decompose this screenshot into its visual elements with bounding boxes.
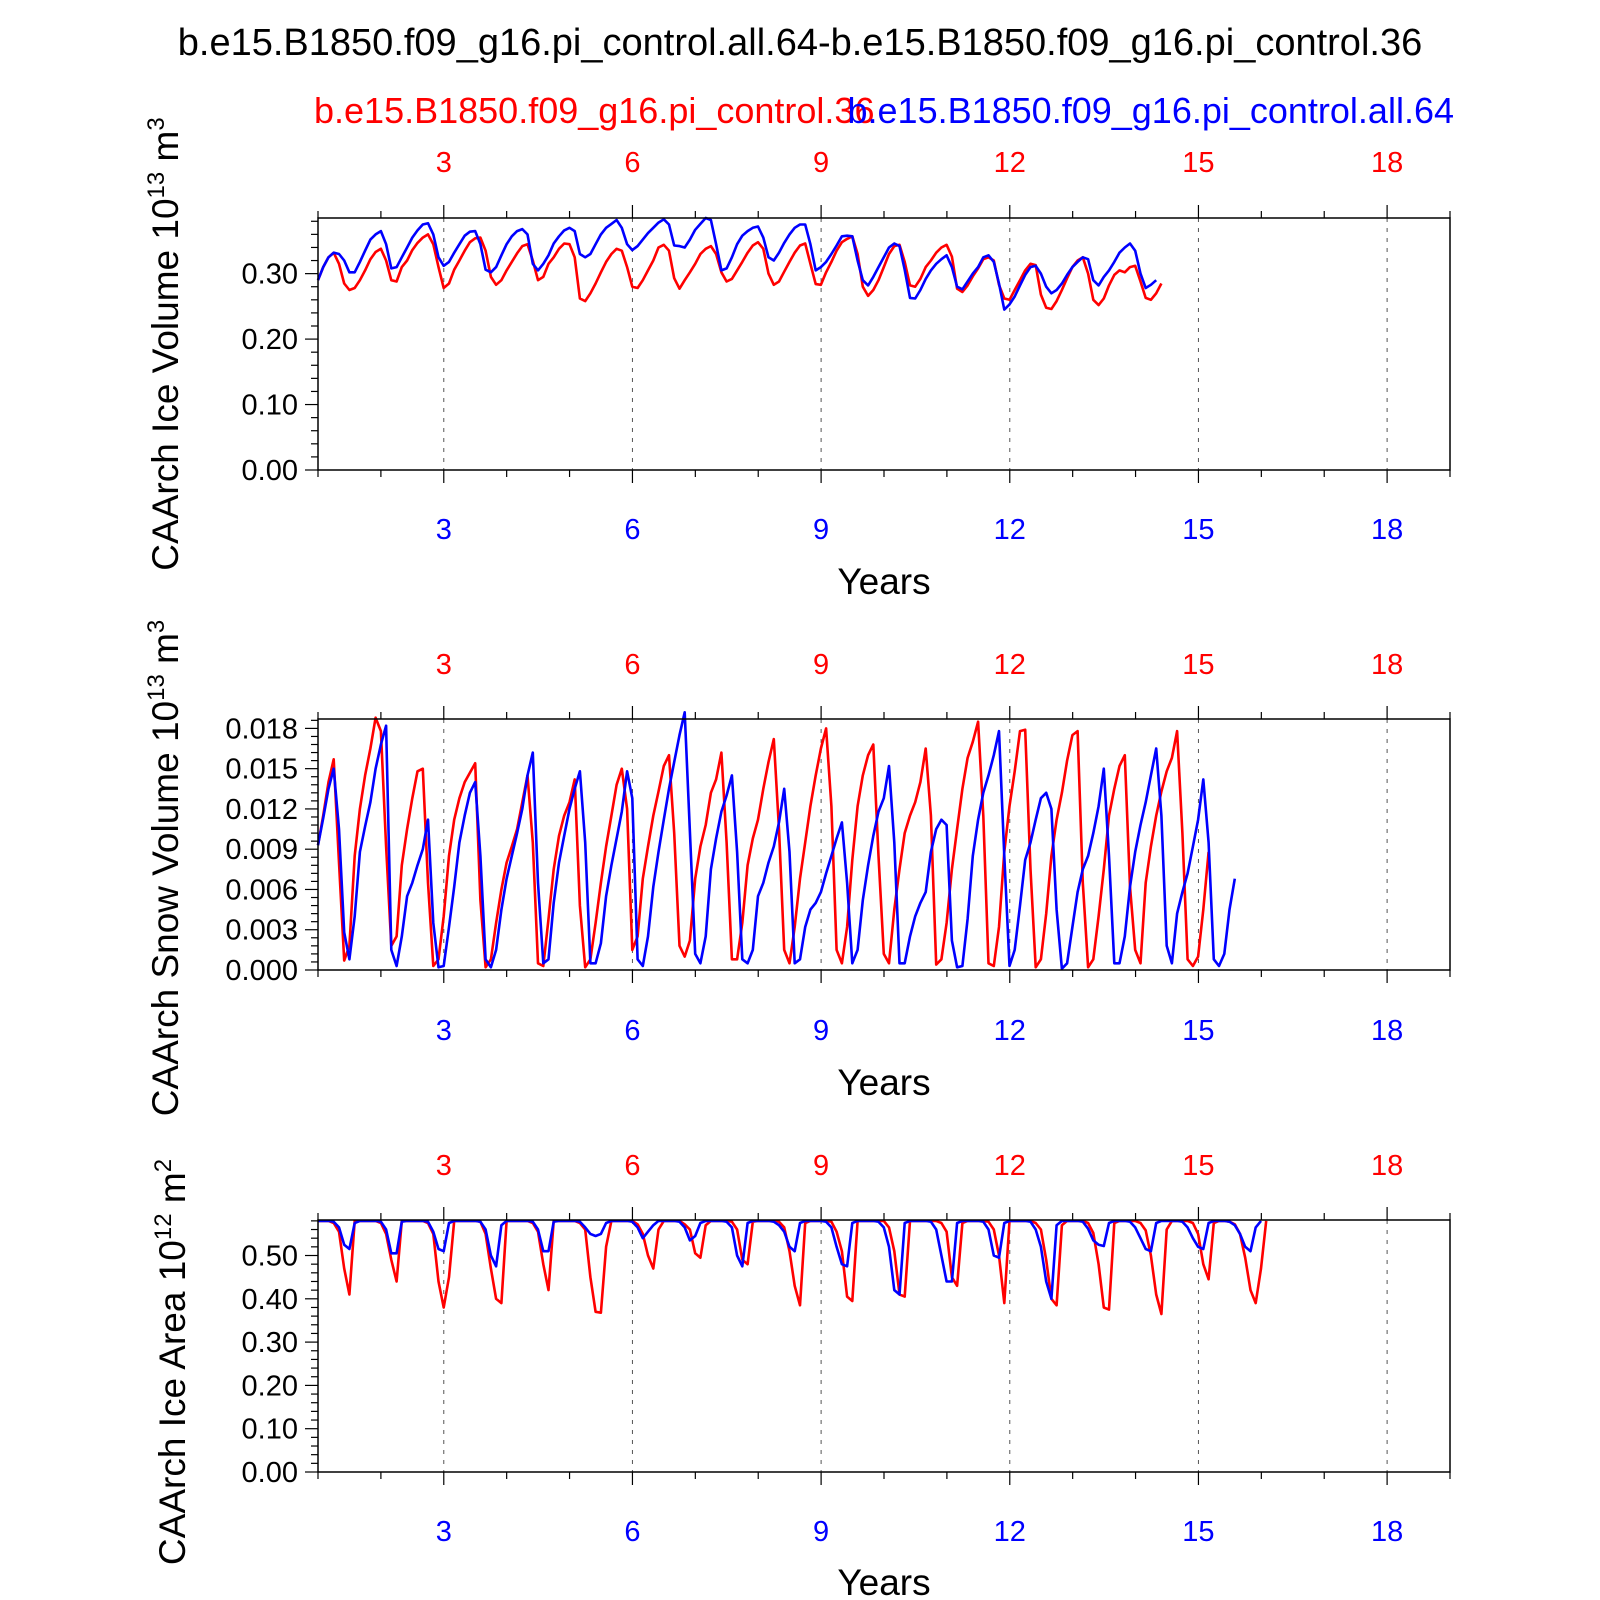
y-tick-label: 0.30	[242, 1327, 298, 1359]
plot-frame	[317, 1219, 1451, 1473]
x-axis-label: Years	[837, 1562, 930, 1600]
x-axis-label: Years	[837, 1062, 930, 1103]
x-tick-label-bottom: 3	[436, 1015, 452, 1047]
series-line-blue	[316, 710, 1237, 971]
y-axis-label: CAArch Ice Volume 1013 m3	[143, 117, 186, 570]
x-tick-label-bottom: 6	[624, 1516, 640, 1548]
panel-ice-area: 3 3 6 6 9 9 12 12 15 15 18 18 0.00 0.10 0.20 0.30 0.40 0.…	[150, 1150, 1451, 1600]
y-tick-label: 0.015	[225, 754, 298, 786]
x-tick-label-top: 15	[1182, 147, 1214, 179]
x-tick-label-top: 12	[994, 649, 1026, 681]
x-tick-label-bottom: 18	[1371, 1516, 1403, 1548]
y-tick-label: 0.003	[225, 915, 298, 947]
series-line-blue	[316, 216, 1158, 311]
y-axis-label: CAArch Snow Volume 1013 m3	[143, 620, 186, 1117]
x-tick-label-top: 3	[436, 1150, 452, 1182]
x-tick-label-top: 6	[624, 1150, 640, 1182]
y-tick-label: 0.40	[242, 1284, 298, 1316]
x-tick-label-top: 15	[1182, 1150, 1214, 1182]
x-tick-label-bottom: 18	[1371, 1015, 1403, 1047]
y-tick-label: 0.012	[225, 794, 298, 826]
y-axis-label: CAArch Ice Area 1012 m2	[150, 1159, 193, 1565]
y-tick-label: 0.20	[242, 1370, 298, 1402]
x-tick-label-bottom: 12	[994, 514, 1026, 546]
x-tick-label-bottom: 9	[813, 1015, 829, 1047]
series-line-red	[316, 233, 1163, 311]
x-tick-label-top: 18	[1371, 649, 1403, 681]
y-tick-label: 0.30	[242, 259, 298, 291]
y-tick-label: 0.00	[242, 1457, 298, 1489]
x-tick-label-top: 12	[994, 147, 1026, 179]
chart-title: b.e15.B1850.f09_g16.pi_control.all.64-b.…	[177, 22, 1423, 64]
y-tick-label: 0.10	[242, 390, 298, 422]
legend-label-red: b.e15.B1850.f09_g16.pi_control.36	[314, 90, 875, 131]
y-tick-label: 0.00	[242, 455, 298, 487]
x-tick-label-bottom: 3	[436, 1516, 452, 1548]
panel-snow-volume: 3 3 6 6 9 9 12 12 15 15 18 18 0.000 0.003 0.006 0.009 0.…	[143, 620, 1451, 1117]
x-tick-label-bottom: 15	[1182, 1516, 1214, 1548]
x-tick-label-top: 9	[813, 1150, 829, 1182]
x-tick-label-top: 9	[813, 649, 829, 681]
plot-frame	[317, 718, 1451, 971]
x-tick-label-bottom: 15	[1182, 1015, 1214, 1047]
x-tick-label-top: 6	[624, 649, 640, 681]
y-tick-label: 0.20	[242, 324, 298, 356]
x-tick-label-top: 6	[624, 147, 640, 179]
x-tick-label-bottom: 6	[624, 514, 640, 546]
y-tick-label: 0.50	[242, 1241, 298, 1273]
x-tick-label-bottom: 12	[994, 1516, 1026, 1548]
y-tick-label: 0.009	[225, 834, 298, 866]
x-tick-label-bottom: 15	[1182, 514, 1214, 546]
series-line-red	[318, 1219, 1268, 1316]
x-tick-label-top: 12	[994, 1150, 1026, 1182]
series-line-blue	[318, 1219, 1263, 1301]
y-tick-label: 0.10	[242, 1414, 298, 1446]
y-tick-label: 0.006	[225, 874, 298, 906]
x-tick-label-top: 18	[1371, 147, 1403, 179]
panel-ice-volume: 3 3 6 6 9 9 12 12 15 15 18 18 0.00 0.10 0.20 0.30 Years C…	[143, 117, 1451, 602]
x-tick-label-top: 3	[436, 147, 452, 179]
series-line-red	[316, 716, 1210, 969]
x-tick-label-bottom: 6	[624, 1015, 640, 1047]
x-tick-label-bottom: 9	[813, 514, 829, 546]
x-tick-label-bottom: 3	[436, 514, 452, 546]
x-tick-label-top: 9	[813, 147, 829, 179]
x-tick-label-top: 15	[1182, 649, 1214, 681]
x-axis-label: Years	[837, 561, 930, 602]
y-tick-label: 0.018	[225, 713, 298, 745]
x-tick-label-bottom: 18	[1371, 514, 1403, 546]
legend-label-blue: b.e15.B1850.f09_g16.pi_control.all.64	[847, 90, 1454, 131]
x-tick-label-bottom: 12	[994, 1015, 1026, 1047]
x-tick-label-top: 18	[1371, 1150, 1403, 1182]
y-tick-label: 0.000	[225, 955, 298, 987]
x-tick-label-top: 3	[436, 649, 452, 681]
x-tick-label-bottom: 9	[813, 1516, 829, 1548]
